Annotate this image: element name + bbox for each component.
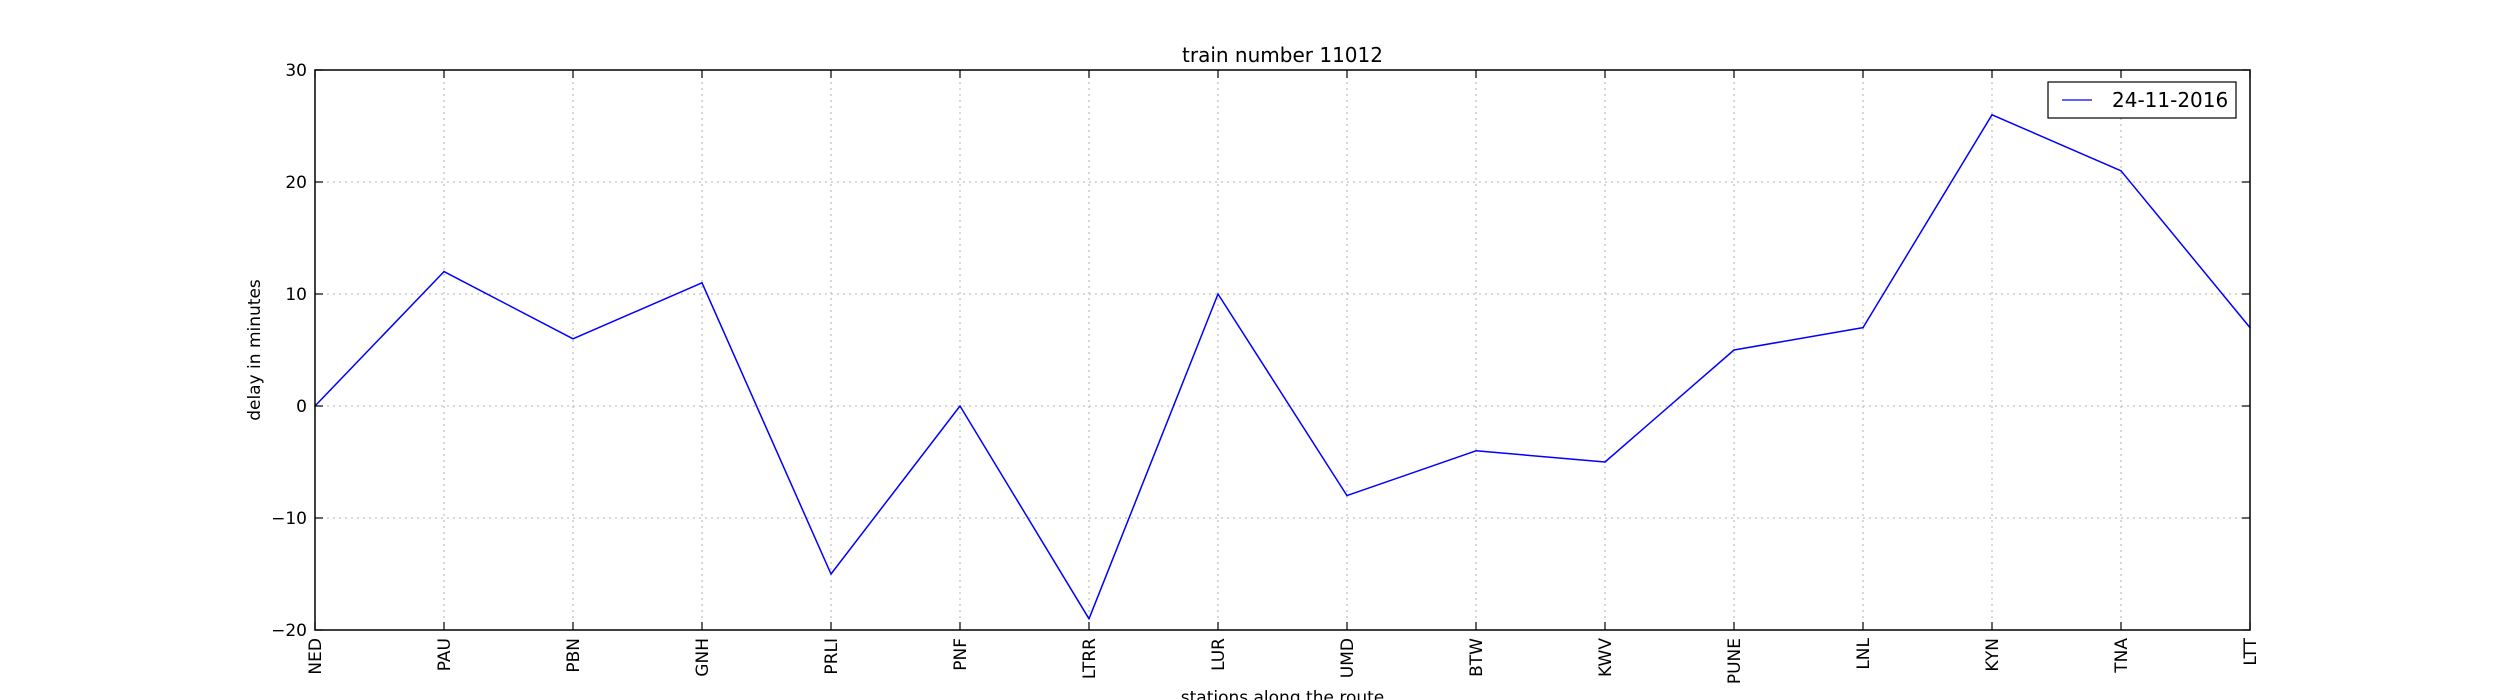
x-tick-label: LUR xyxy=(1209,638,1229,671)
data-point xyxy=(2120,170,2122,172)
data-point xyxy=(1088,618,1090,620)
x-tick-label: LTT xyxy=(2241,637,2261,665)
data-point xyxy=(443,270,445,273)
plot-frame xyxy=(314,69,2251,631)
x-tick-label: PUNE xyxy=(1725,638,1745,684)
x-tick-label: LNL xyxy=(1854,637,1874,669)
x-tick-label: TNA xyxy=(2112,638,2132,674)
grid xyxy=(315,70,2250,630)
data-point xyxy=(1991,114,1993,116)
legend-label: 24-11-2016 xyxy=(2112,88,2228,112)
data-point xyxy=(1346,494,1348,497)
y-tick-label: 10 xyxy=(285,285,307,305)
data-point xyxy=(830,573,832,575)
x-tick-label: BTW xyxy=(1467,638,1487,677)
x-tick-label: PRLI xyxy=(822,638,842,675)
legend: 24-11-2016 xyxy=(2047,81,2237,119)
x-tick-label: PAU xyxy=(435,638,455,671)
y-tick-label: 0 xyxy=(296,397,307,417)
y-tick-label: 20 xyxy=(285,173,307,193)
data-point xyxy=(701,282,703,284)
y-tick-label: −20 xyxy=(271,621,307,641)
data-point xyxy=(1217,293,1219,295)
data-point xyxy=(959,405,961,407)
data-point xyxy=(1475,450,1477,452)
x-axis-ticks: NED PAU PBN GNH PRLI PNF LTRR LUR UMD BTW KWV PUNE L… xyxy=(306,70,2261,684)
x-tick-label: KWV xyxy=(1596,638,1616,677)
y-tick-label: −10 xyxy=(271,509,307,529)
data-point xyxy=(1733,349,1735,351)
series-layer xyxy=(314,114,2251,620)
x-tick-label: GNH xyxy=(693,638,713,677)
y-tick-label: 30 xyxy=(285,61,307,81)
data-point xyxy=(572,338,574,340)
chart-title: train number 11012 xyxy=(1182,43,1383,67)
x-tick-label: LTRR xyxy=(1080,638,1100,679)
x-tick-label: PBN xyxy=(564,638,584,673)
x-tick-label: PNF xyxy=(951,638,971,671)
x-tick-label: KYN xyxy=(1983,638,2003,672)
x-tick-label: UMD xyxy=(1338,638,1358,678)
data-point xyxy=(1862,326,1864,329)
y-axis-ticks: −20 −10 0 10 20 30 xyxy=(271,61,2250,641)
data-point xyxy=(1604,461,1606,463)
x-tick-label: NED xyxy=(306,638,326,675)
series-line xyxy=(314,114,2251,620)
x-axis-title: stations along the route xyxy=(1181,688,1385,700)
y-axis-title: delay in minutes xyxy=(245,279,265,421)
